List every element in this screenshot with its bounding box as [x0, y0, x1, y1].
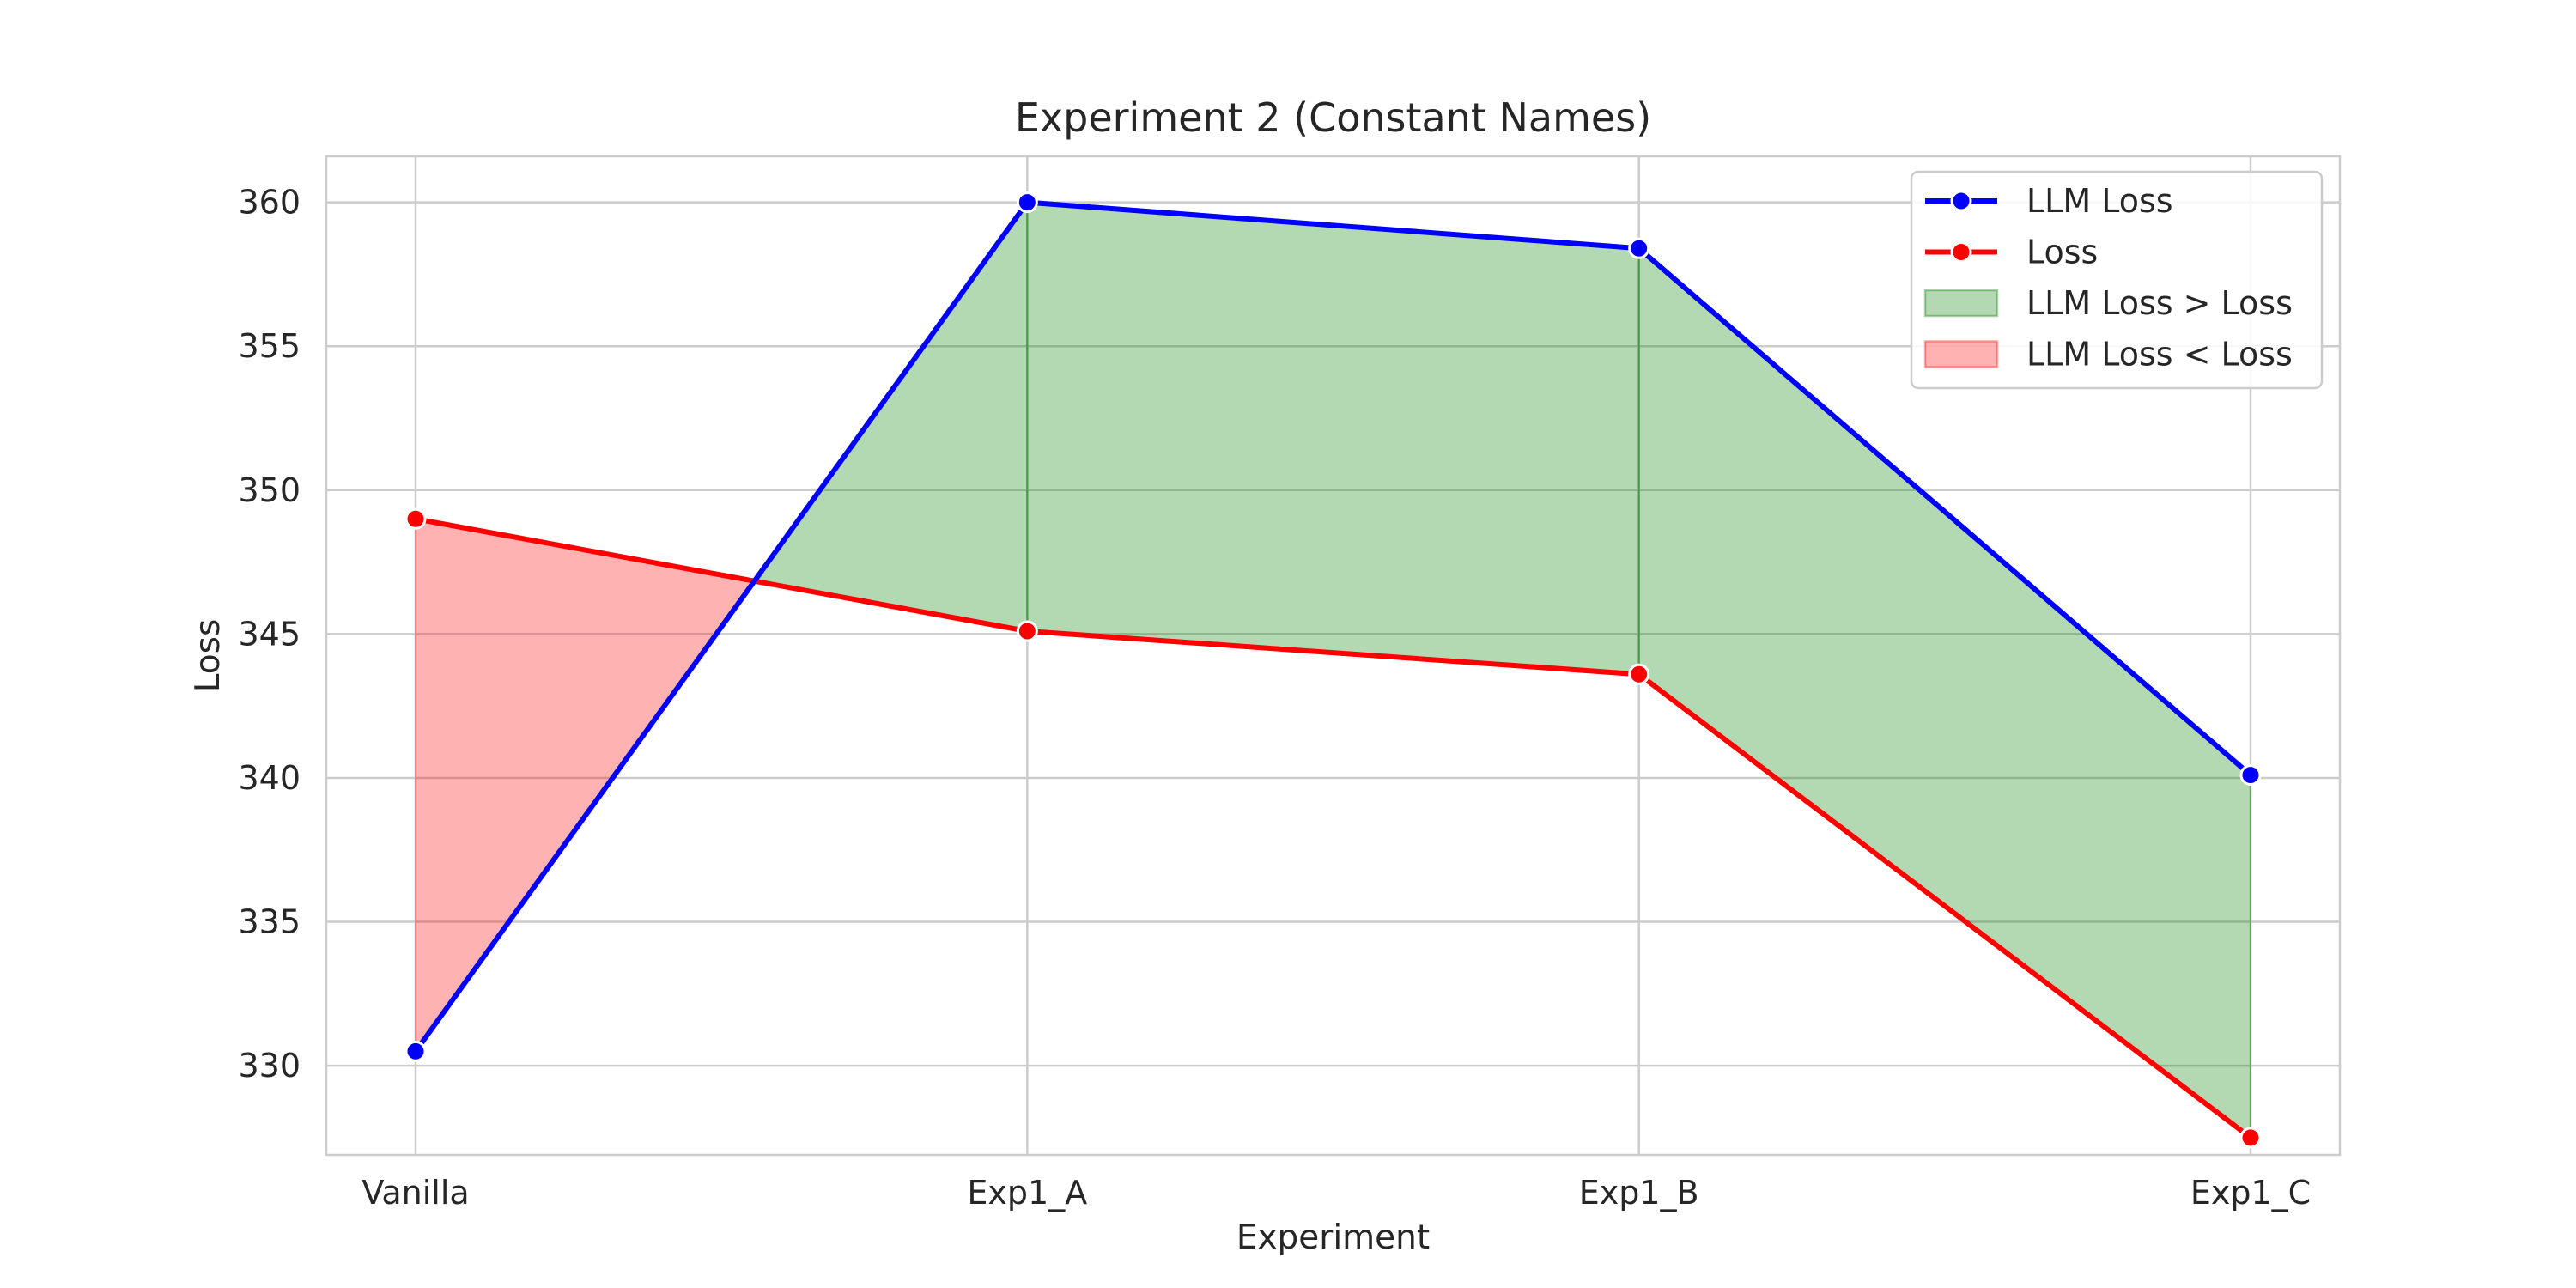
legend-label: LLM Loss < Loss [2026, 336, 2293, 374]
data-point [2239, 764, 2262, 787]
data-point [404, 1040, 427, 1062]
series-lines [404, 191, 2262, 1149]
legend-box [1910, 170, 2324, 390]
legend-label: LLM Loss > Loss [2026, 284, 2293, 322]
y-tick-label: 335 [238, 903, 301, 941]
grid [326, 156, 2340, 1155]
legend-fill-swatch [1923, 289, 1999, 318]
fill-region-llm-greater [1026, 201, 1640, 676]
legend-label: Loss [2026, 234, 2098, 271]
series-line [415, 516, 2252, 1140]
series-line [413, 199, 2252, 1054]
legend-marker [1950, 190, 1972, 212]
x-axis-label: Experiment [1236, 1218, 1430, 1257]
x-tick-label: Exp1_C [2190, 1174, 2311, 1212]
chart-title: Experiment 2 (Constant Names) [1015, 94, 1651, 141]
y-tick-label: 355 [238, 327, 301, 365]
tick-labels: 330 335 340 345 350 355 360 Vanilla Exp1_A Exp1_B… [238, 184, 2311, 1212]
legend-fill-swatch [1923, 340, 1999, 368]
plot-frame [325, 155, 2342, 1157]
data-point [2239, 1127, 2262, 1149]
y-tick-label: 350 [238, 471, 301, 509]
legend-marker [1950, 241, 1972, 263]
y-tick-label: 360 [238, 184, 301, 222]
data-point [1628, 237, 1650, 259]
y-tick-label: 340 [238, 759, 301, 797]
data-point [1628, 663, 1650, 685]
x-tick-label: Exp1_A [967, 1174, 1087, 1212]
legend: LLM Loss Loss LLM Loss > Loss LLM Loss < Lo… [1910, 170, 2324, 390]
x-tick-label: Exp1_B [1579, 1174, 1699, 1212]
data-point [1016, 191, 1038, 214]
data-point [1016, 620, 1038, 642]
y-tick-label: 330 [238, 1047, 301, 1084]
data-point [404, 507, 427, 530]
legend-label: LLM Loss [2026, 182, 2173, 220]
y-axis-label: Loss [189, 619, 228, 693]
x-tick-label: Vanilla [361, 1174, 469, 1212]
y-tick-label: 345 [238, 615, 301, 653]
